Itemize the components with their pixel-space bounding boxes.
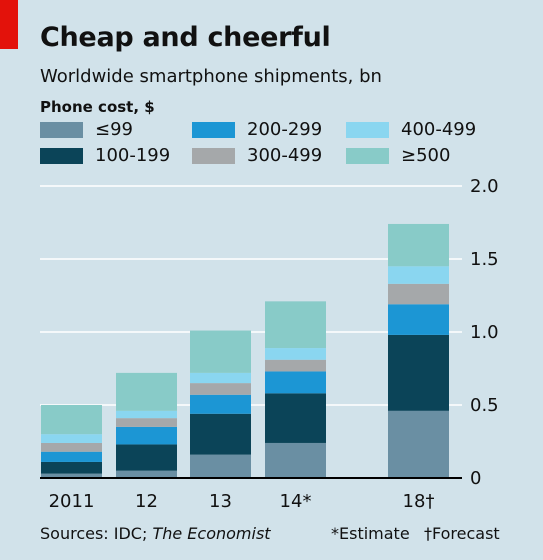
chart-subtitle: Worldwide smartphone shipments, bn: [40, 66, 382, 87]
y-tick-label: 2.0: [470, 176, 499, 197]
bar-segment: [265, 348, 326, 360]
legend-title: Phone cost, $: [40, 98, 155, 116]
bar-segment: [388, 266, 449, 284]
legend-swatch-100-199: [40, 148, 83, 164]
legend-label-200-299: 200-299: [247, 119, 323, 140]
bar-segment: [190, 413, 251, 455]
bar-segment: [265, 371, 326, 394]
legend-label-le99: ≤99: [95, 119, 133, 140]
bars: [41, 223, 449, 478]
legend-label-100-199: 100-199: [95, 145, 171, 166]
legend-swatch-300-499: [192, 148, 235, 164]
y-axis-ticks: 0 0.5 1.0 1.5 2.0: [470, 176, 499, 489]
bar-segment: [265, 301, 326, 349]
bar-segment: [41, 461, 102, 474]
x-axis-labels: 2011 12 13 14* 18†: [49, 491, 435, 512]
y-tick-label: 1.5: [470, 249, 499, 270]
legend-swatch-400-499: [346, 122, 389, 138]
bar-segment: [265, 393, 326, 443]
bar-segment: [116, 426, 177, 445]
bar-segment: [41, 473, 102, 478]
sources-text: Sources: IDC; The Economist: [40, 524, 271, 543]
bar-segment: [41, 451, 102, 462]
bar-segment: [190, 330, 251, 373]
x-tick-label: 2011: [49, 491, 95, 512]
legend-label-400-499: 400-499: [401, 119, 477, 140]
brand-red-tag: [0, 0, 18, 49]
legend-swatch-200-299: [192, 122, 235, 138]
estimate-note: *Estimate: [331, 524, 410, 543]
bar-segment: [388, 283, 449, 305]
bar-segment: [265, 359, 326, 372]
bar-segment: [41, 434, 102, 443]
x-tick-label: 14*: [280, 491, 312, 512]
chart-title: Cheap and cheerful: [40, 22, 331, 53]
legend-swatch-le99: [40, 122, 83, 138]
bar-segment: [41, 405, 102, 435]
x-tick-label: 13: [209, 491, 232, 512]
x-tick-label: 18†: [403, 491, 435, 512]
bar-segment: [116, 418, 177, 427]
bar-segment: [116, 410, 177, 419]
legend-swatch-ge500: [346, 148, 389, 164]
bar-segment: [388, 334, 449, 411]
y-tick-label: 0: [470, 468, 481, 489]
sources-note: Sources: IDC; The Economist: [40, 524, 271, 543]
legend-label-300-499: 300-499: [247, 145, 323, 166]
y-tick-label: 0.5: [470, 395, 499, 416]
y-tick-label: 1.0: [470, 322, 499, 343]
x-tick-label: 12: [135, 491, 158, 512]
bar-segment: [190, 372, 251, 384]
bar-segment: [116, 444, 177, 471]
bar-segment: [388, 223, 449, 267]
bar-segment: [41, 442, 102, 452]
bar-segment: [190, 454, 251, 478]
bar-segment: [116, 372, 177, 411]
bar-segment: [190, 394, 251, 414]
bar-segment: [116, 470, 177, 478]
bar-segment: [388, 410, 449, 478]
bar-segment: [265, 442, 326, 478]
bar-segment: [190, 383, 251, 395]
legend-label-ge500: ≥500: [401, 145, 451, 166]
forecast-note: †Forecast: [424, 524, 500, 543]
bar-segment: [388, 304, 449, 335]
